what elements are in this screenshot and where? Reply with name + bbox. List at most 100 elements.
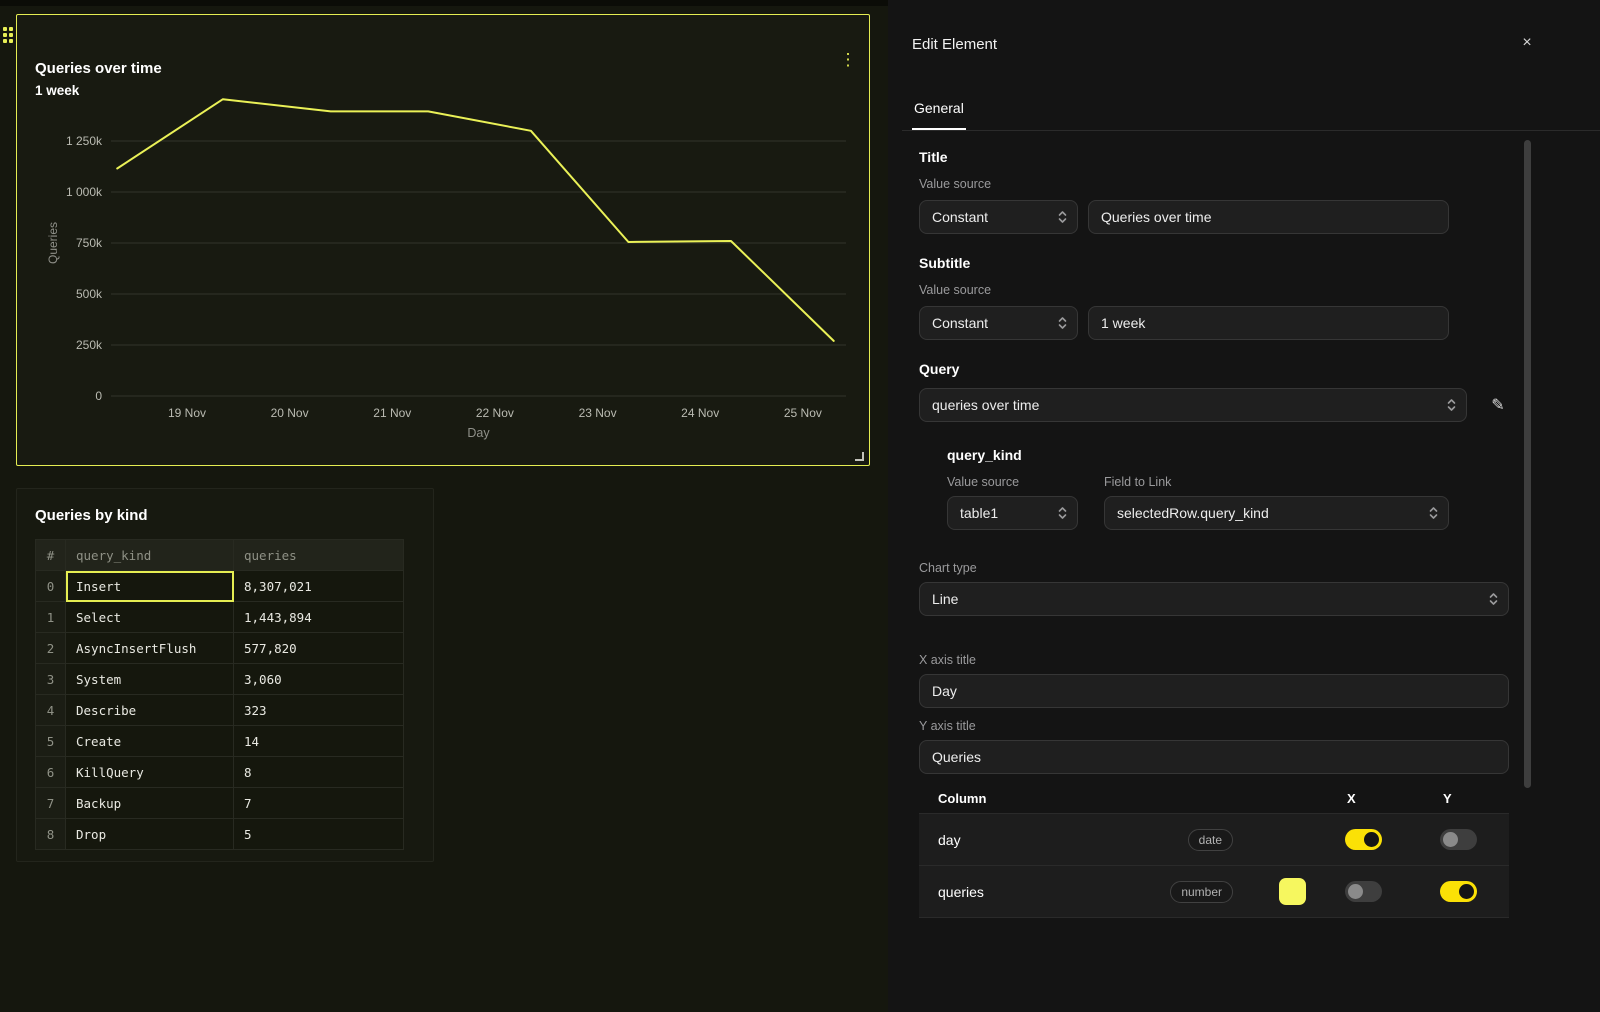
query-kind-source-value: table1: [960, 505, 999, 521]
chart-title: Queries over time: [35, 60, 162, 77]
svg-text:1 250k: 1 250k: [66, 134, 103, 148]
chevron-up-down-icon: [1446, 397, 1457, 413]
y-axis-toggle[interactable]: [1440, 829, 1477, 850]
row-index-cell: 2: [35, 632, 66, 664]
svg-text:19 Nov: 19 Nov: [168, 406, 206, 420]
table-title: Queries by kind: [35, 507, 148, 524]
y-toggle-slot: [1431, 881, 1509, 902]
line-chart: 0 250k 500k 750k 1 000k 1 250k 19 Nov 20 Nov 21 …: [46, 98, 846, 440]
svg-text:23 Nov: 23 Nov: [579, 406, 617, 420]
resize-handle[interactable]: [855, 452, 864, 461]
queries-table: # query_kind queries 0 Insert 8,307,021 1 Selec…: [35, 539, 404, 850]
query-kind-cell[interactable]: Backup: [65, 787, 234, 819]
queries-cell[interactable]: 8,307,021: [233, 570, 404, 602]
table-row[interactable]: 0 Insert 8,307,021: [35, 570, 404, 602]
query-kind-value-source-label: Value source: [947, 475, 1020, 489]
subtitle-value-input[interactable]: [1088, 306, 1449, 340]
queries-cell[interactable]: 5: [233, 818, 404, 850]
chart-type-select[interactable]: Line: [919, 582, 1509, 616]
query-kind-cell[interactable]: KillQuery: [65, 756, 234, 788]
drag-handle-icon[interactable]: [3, 27, 13, 43]
kebab-menu-icon[interactable]: ⋮: [839, 50, 857, 69]
y-toggle-slot: [1431, 829, 1509, 850]
query-kind-cell[interactable]: System: [65, 663, 234, 695]
query-kind-cell[interactable]: Select: [65, 601, 234, 633]
field-to-link-select[interactable]: selectedRow.query_kind: [1104, 496, 1449, 530]
query-kind-cell[interactable]: AsyncInsertFlush: [65, 632, 234, 664]
query-select[interactable]: queries over time: [919, 388, 1467, 422]
query-kind-cell[interactable]: Insert: [65, 570, 234, 602]
chart-subtitle: 1 week: [35, 83, 80, 98]
table-row[interactable]: 4 Describe 323: [35, 694, 404, 726]
svg-text:25 Nov: 25 Nov: [784, 406, 822, 420]
x-axis-toggle[interactable]: [1345, 829, 1382, 850]
title-source-select[interactable]: Constant: [919, 200, 1078, 234]
queries-cell[interactable]: 14: [233, 725, 404, 757]
chevron-up-down-icon: [1057, 505, 1068, 521]
svg-text:500k: 500k: [76, 287, 103, 301]
queries-cell[interactable]: 3,060: [233, 663, 404, 695]
table-row[interactable]: 7 Backup 7: [35, 787, 404, 819]
series-color-swatch[interactable]: [1279, 878, 1306, 905]
table-column-header: #: [35, 539, 66, 571]
x-axis-title-input[interactable]: [919, 674, 1509, 708]
y-axis-toggle[interactable]: [1440, 881, 1477, 902]
table-column-header: query_kind: [65, 539, 234, 571]
svg-text:20 Nov: 20 Nov: [271, 406, 309, 420]
queries-cell[interactable]: 323: [233, 694, 404, 726]
panel-body: Title Value source Constant Subtitle Val…: [919, 150, 1509, 918]
column-name: queries: [938, 883, 984, 900]
field-to-link-value: selectedRow.query_kind: [1117, 505, 1269, 521]
queries-cell[interactable]: 1,443,894: [233, 601, 404, 633]
columns-table-rows: day date queries number: [919, 814, 1509, 918]
chevron-up-down-icon: [1057, 315, 1068, 331]
table-card[interactable]: Queries by kind # query_kind queries 0 Inser…: [16, 488, 434, 862]
table-row[interactable]: 6 KillQuery 8: [35, 756, 404, 788]
queries-cell[interactable]: 8: [233, 756, 404, 788]
column-name: day: [938, 831, 961, 848]
queries-cell[interactable]: 577,820: [233, 632, 404, 664]
row-index-cell: 3: [35, 663, 66, 695]
x-toggle-slot: [1343, 829, 1431, 850]
x-axis-toggle[interactable]: [1345, 881, 1382, 902]
edit-query-icon[interactable]: ✎: [1491, 397, 1505, 414]
close-icon[interactable]: ×: [1522, 34, 1532, 51]
title-source-value: Constant: [932, 209, 989, 225]
column-type-badge: date: [1187, 828, 1233, 851]
column-header: Column: [938, 791, 987, 806]
chevron-up-down-icon: [1428, 505, 1439, 521]
tab-general[interactable]: General: [912, 100, 966, 130]
table-row[interactable]: 1 Select 1,443,894: [35, 601, 404, 633]
query-kind-cell[interactable]: Describe: [65, 694, 234, 726]
row-index-cell: 0: [35, 570, 66, 602]
query-kind-cell[interactable]: Create: [65, 725, 234, 757]
subtitle-source-select[interactable]: Constant: [919, 306, 1078, 340]
swatch-slot: [1279, 878, 1343, 905]
table-row[interactable]: 2 AsyncInsertFlush 577,820: [35, 632, 404, 664]
columns-table-header: Column X Y: [919, 784, 1509, 814]
scrollbar-thumb[interactable]: [1524, 140, 1531, 788]
query-kind-source-select[interactable]: table1: [947, 496, 1078, 530]
row-index-cell: 4: [35, 694, 66, 726]
y-axis-title-input[interactable]: [919, 740, 1509, 774]
table-row[interactable]: 8 Drop 5: [35, 818, 404, 850]
svg-text:22 Nov: 22 Nov: [476, 406, 514, 420]
title-value-input[interactable]: [1088, 200, 1449, 234]
queries-cell[interactable]: 7: [233, 787, 404, 819]
query-kind-cell[interactable]: Drop: [65, 818, 234, 850]
chart-type-value: Line: [932, 591, 959, 607]
chevron-up-down-icon: [1057, 209, 1068, 225]
row-index-cell: 6: [35, 756, 66, 788]
table-row[interactable]: 5 Create 14: [35, 725, 404, 757]
row-index-cell: 5: [35, 725, 66, 757]
subtitle-section-heading: Subtitle: [919, 255, 971, 271]
table-row[interactable]: 3 System 3,060: [35, 663, 404, 695]
svg-text:1 000k: 1 000k: [66, 185, 103, 199]
x-toggle-slot: [1343, 881, 1431, 902]
row-index-cell: 8: [35, 818, 66, 850]
svg-text:Queries: Queries: [46, 222, 60, 264]
row-index-cell: 1: [35, 601, 66, 633]
chart-card[interactable]: Queries over time 1 week ⋮ 0 250k 500k 750k…: [16, 14, 870, 466]
query-kind-heading: query_kind: [947, 447, 1022, 463]
svg-text:250k: 250k: [76, 338, 103, 352]
